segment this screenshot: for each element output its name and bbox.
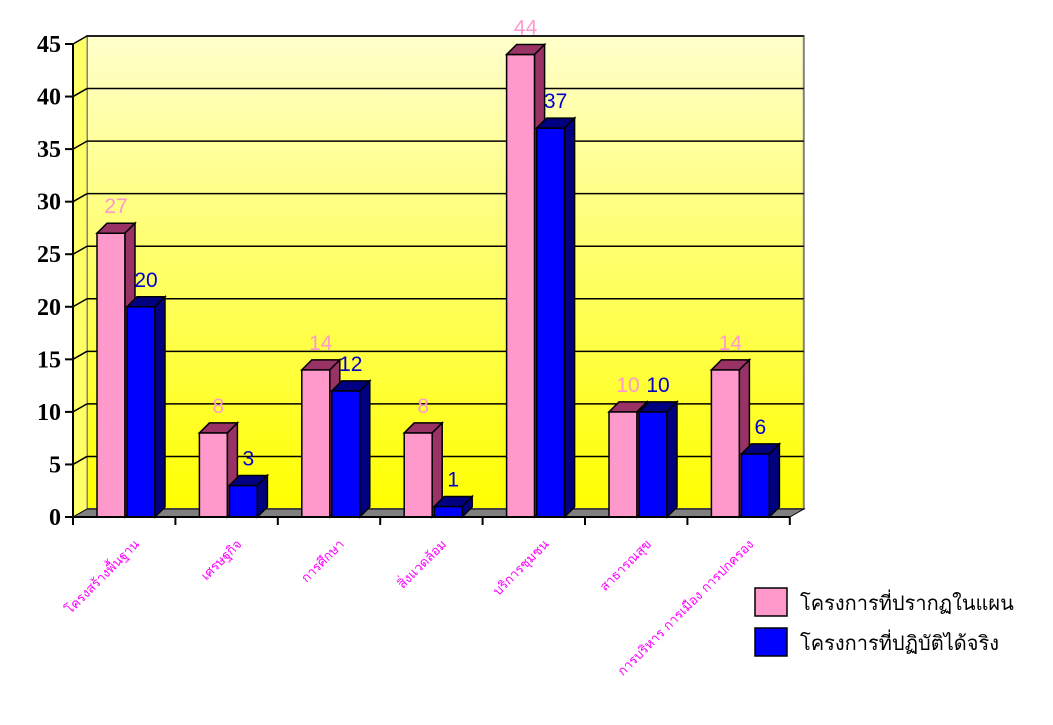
legend-swatch — [754, 627, 788, 657]
bar-side — [256, 473, 269, 519]
bar-front — [710, 369, 741, 518]
y-tick-label: 20 — [37, 295, 61, 321]
bar — [637, 400, 679, 519]
gridline-depth — [72, 87, 88, 98]
plot-back-wall — [86, 35, 805, 510]
x-category-label: โครงสร้างพื้นฐาน — [61, 535, 143, 617]
bar-front — [301, 369, 331, 518]
data-label: 27 — [104, 195, 127, 218]
bar-front — [638, 411, 668, 518]
data-label: 8 — [417, 395, 429, 418]
y-tick-label: 40 — [37, 85, 61, 111]
legend-label: โครงการที่ปรากฏในแผน — [800, 589, 1014, 615]
gridline-depth — [72, 350, 88, 360]
x-category-label: บริการชุมชน — [491, 537, 553, 599]
gridline-depth — [72, 298, 88, 308]
data-label: 14 — [309, 332, 333, 355]
bar-side — [666, 400, 678, 519]
data-label: 10 — [616, 374, 639, 397]
legend-item: โครงการที่ปฏิบัติได้จริง — [754, 627, 999, 657]
bar-front — [608, 411, 638, 518]
y-axis: 0 5 10 15 20 25 30 35 40 45 — [37, 32, 74, 531]
x-category-label: เศรษฐกิจ — [199, 537, 246, 584]
bar-front — [96, 232, 126, 518]
gridline-depth — [72, 35, 88, 45]
data-label: 12 — [339, 353, 362, 376]
gridline-depth — [72, 403, 88, 413]
bar-front — [740, 453, 771, 518]
legend-swatch — [754, 587, 788, 617]
gridlines — [72, 35, 804, 466]
bar — [227, 473, 270, 519]
y-tick-label: 45 — [37, 32, 61, 58]
bar — [125, 294, 167, 519]
bar — [402, 421, 445, 519]
data-label: 44 — [514, 17, 538, 40]
data-label: 20 — [134, 269, 157, 292]
bar — [739, 442, 782, 519]
bar — [432, 494, 475, 519]
bar — [534, 116, 577, 519]
bar-front — [403, 432, 433, 518]
bar-front — [228, 484, 259, 518]
bar-front — [126, 306, 156, 518]
y-tick-label: 5 — [49, 452, 61, 478]
plot-side-wall — [72, 35, 88, 518]
legend-label: โครงการที่ปฏิบัติได้จริง — [800, 629, 999, 655]
legend: โครงการที่ปรากฏในแผนโครงการที่ปฏิบัติได้… — [754, 587, 1014, 657]
y-tick-label: 35 — [37, 137, 61, 163]
bar-side — [359, 379, 371, 519]
bar-side — [154, 294, 166, 519]
data-label: 8 — [213, 395, 225, 418]
y-tick-label: 0 — [49, 505, 61, 531]
bars-group — [95, 42, 782, 519]
y-tick-label: 25 — [37, 242, 61, 268]
data-label: 1 — [447, 468, 459, 491]
data-label: 37 — [544, 90, 567, 113]
data-label: 3 — [243, 447, 255, 470]
x-category-label: สิ่งแวดล้อม — [394, 536, 450, 592]
bar-front — [198, 432, 229, 518]
x-category-label: สาธารณสุข — [597, 537, 655, 595]
data-label: 6 — [755, 416, 767, 439]
gridline-depth — [72, 455, 88, 466]
y-tick-label: 15 — [37, 347, 61, 373]
gridline-depth — [72, 140, 88, 150]
gridline-depth — [72, 193, 88, 203]
data-labels: 27 20 8 3 14 12 8 1 44 37 10 10 14 6 — [104, 17, 766, 492]
legend-item: โครงการที่ปรากฏในแผน — [754, 587, 1014, 617]
x-category-label: การศึกษา — [299, 537, 348, 586]
bar-front — [433, 505, 463, 518]
data-label: 14 — [719, 332, 743, 355]
bar-front — [331, 390, 361, 518]
bar-side — [768, 442, 781, 519]
bar-side — [461, 494, 473, 519]
bar — [329, 379, 372, 519]
bar-front — [505, 53, 536, 518]
y-tick-label: 10 — [37, 400, 61, 426]
bar-side — [563, 116, 576, 519]
y-tick-label: 30 — [37, 190, 61, 216]
data-label: 10 — [646, 374, 669, 397]
gridline-depth — [72, 245, 88, 255]
x-axis: โครงสร้างพื้นฐาน เศรษฐกิจ การศึกษา สิ่งแวดล… — [61, 516, 791, 679]
bar-front — [535, 127, 566, 518]
